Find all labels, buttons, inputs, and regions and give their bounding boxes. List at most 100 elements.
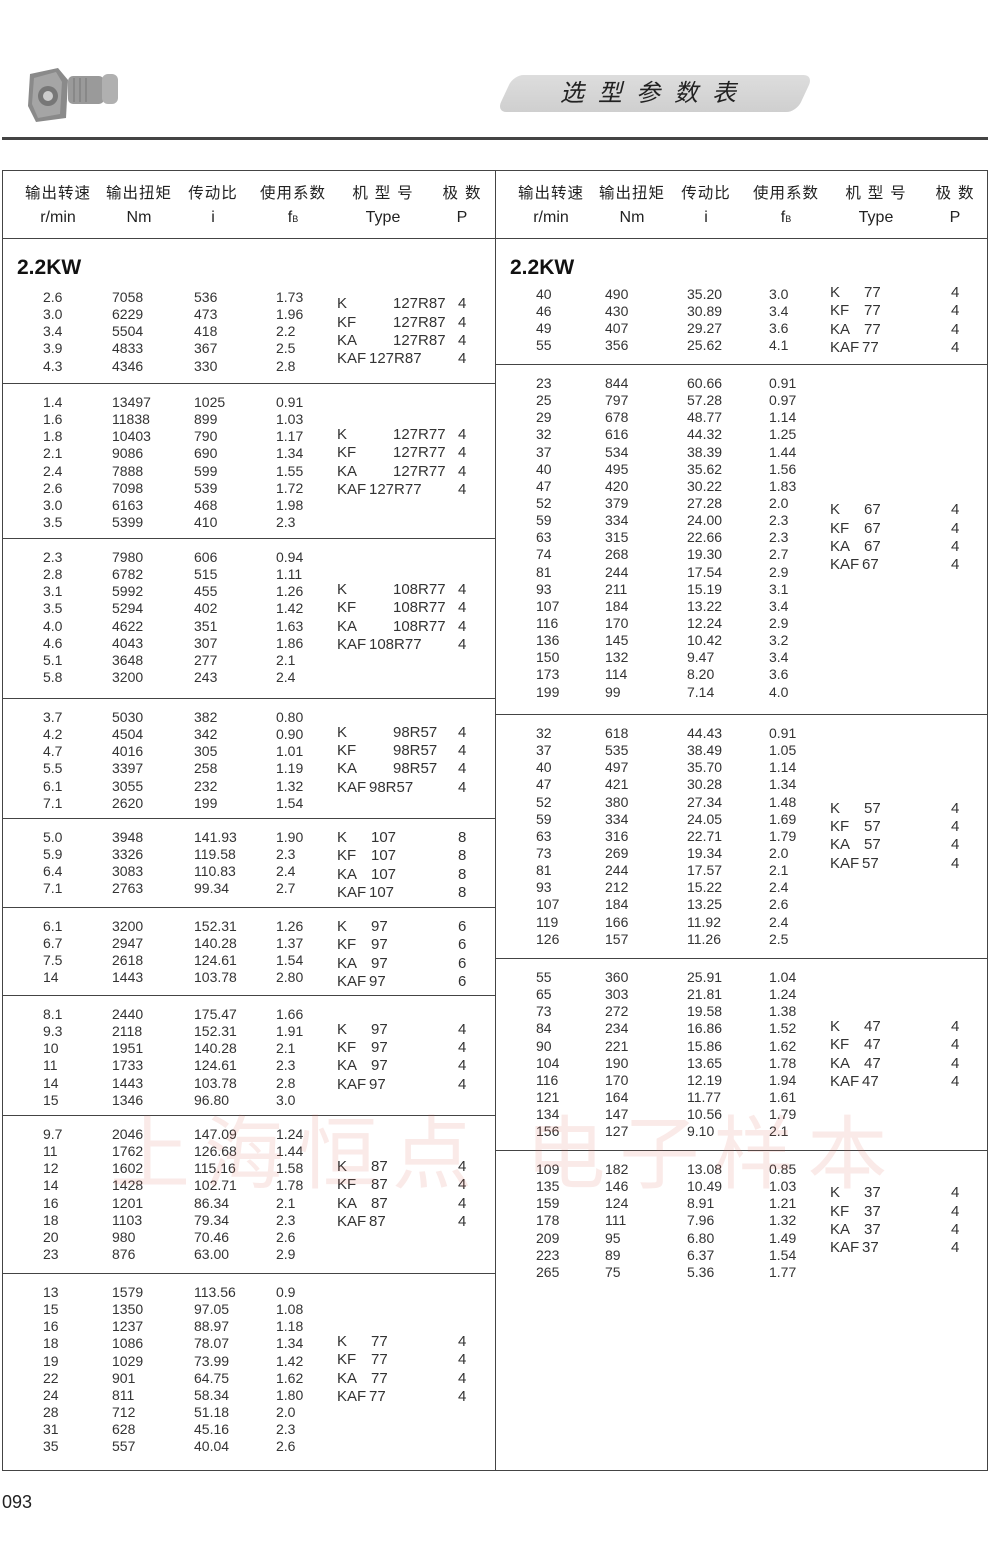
torque-cell: 272 xyxy=(605,1003,629,1020)
torque-cell: 111 xyxy=(605,1212,627,1229)
ratio-cell: 35.70 xyxy=(687,759,723,776)
type-model: 57 xyxy=(862,854,879,872)
type-prefix: KAF xyxy=(830,338,860,356)
table-row: 18 1086 78.07 1.34 xyxy=(3,1335,333,1352)
speed-cell: 2.1 xyxy=(43,445,63,462)
service-factor-cell: 1.80 xyxy=(276,1386,304,1403)
ratio-cell: 63.00 xyxy=(194,1245,230,1262)
type-prefix: KF xyxy=(337,847,357,865)
pole-count: 4 xyxy=(951,1073,960,1091)
torque-cell: 212 xyxy=(605,879,629,896)
torque-cell: 1762 xyxy=(112,1143,144,1160)
service-factor-cell: 2.3 xyxy=(769,512,789,529)
service-factor-cell: 1.26 xyxy=(276,583,304,600)
speed-cell: 29 xyxy=(536,409,552,426)
table-row: 2.3 7980 606 0.94 xyxy=(3,549,333,566)
speed-cell: 3.5 xyxy=(43,513,63,530)
table-row: 13 1579 113.56 0.9 xyxy=(3,1284,333,1301)
ratio-cell: 141.93 xyxy=(194,829,237,845)
service-factor-cell: 1.32 xyxy=(276,777,304,794)
column-header-en: i xyxy=(178,209,248,227)
ratio-cell: 103.78 xyxy=(194,969,237,986)
type-row: KA 107 8 xyxy=(3,866,495,884)
pole-count: 4 xyxy=(458,599,467,617)
model-group: 109 182 13.08 0.85 135 146 10.49 1.03 159 124 8.91… xyxy=(496,1151,987,1470)
data-rows: 13 1579 113.56 0.9 15 1350 97.05 1.08 16 1237 88.9… xyxy=(3,1284,333,1455)
ratio-cell: 38.49 xyxy=(687,742,723,759)
table-row: 2.1 9086 690 1.34 xyxy=(3,445,333,462)
data-rows: 109 182 13.08 0.85 135 146 10.49 1.03 159 124 8.91… xyxy=(496,1161,826,1281)
table-row: 1.4 13497 1025 0.91 xyxy=(3,394,333,411)
speed-cell: 47 xyxy=(536,477,552,494)
column-header-en: fB xyxy=(248,209,338,227)
type-prefix: KF xyxy=(830,519,850,537)
service-factor-cell: 1.44 xyxy=(769,443,797,460)
service-factor-cell: 1.83 xyxy=(769,477,797,494)
ratio-cell: 21.81 xyxy=(687,986,723,1003)
pole-count: 4 xyxy=(951,1054,960,1072)
ratio-cell: 6.80 xyxy=(687,1229,715,1246)
ratio-cell: 402 xyxy=(194,600,218,617)
ratio-cell: 277 xyxy=(194,651,218,668)
column-header-unit: i xyxy=(704,209,708,226)
torque-cell: 184 xyxy=(605,896,629,913)
service-factor-cell: 1.08 xyxy=(276,1301,304,1318)
type-row: KAF 107 8 xyxy=(3,884,495,902)
type-row: KAF 108R77 4 xyxy=(3,636,495,654)
type-row: K 127R87 4 xyxy=(3,295,495,313)
data-rows: 1.4 13497 1025 0.91 1.6 11838 899 1.03 1.8 10403 7… xyxy=(3,394,333,531)
type-row: KF 67 4 xyxy=(496,520,987,538)
power-label: 2.2KW xyxy=(17,256,82,279)
table-row: 40 497 35.70 1.14 xyxy=(496,759,826,776)
speed-cell: 2.6 xyxy=(43,479,63,496)
type-list: K 98R57 4 KF 98R57 4 KA 98R57 4 KAF 98R57 4 xyxy=(3,724,495,797)
type-model: 127R87 xyxy=(393,295,446,313)
speed-cell: 16 xyxy=(43,1318,59,1335)
torque-cell: 876 xyxy=(112,1245,136,1262)
type-row: KA 87 4 xyxy=(3,1195,495,1213)
table-row: 3.5 5399 410 2.3 xyxy=(3,514,333,531)
column-header-unit: r/min xyxy=(40,209,76,226)
table-row: 136 145 10.42 3.2 xyxy=(496,632,826,649)
pole-count: 4 xyxy=(951,854,960,872)
torque-cell: 114 xyxy=(605,666,628,683)
table-row: 93 211 15.19 3.1 xyxy=(496,581,826,598)
type-prefix: KAF xyxy=(337,1075,367,1093)
speed-cell: 16 xyxy=(43,1194,59,1211)
speed-cell: 12 xyxy=(43,1160,59,1177)
ratio-cell: 382 xyxy=(194,709,218,725)
speed-cell: 119 xyxy=(536,913,559,930)
type-prefix: KAF xyxy=(337,883,367,901)
table-row: 126 157 11.26 2.5 xyxy=(496,931,826,948)
type-prefix: K xyxy=(337,1020,348,1038)
type-prefix: KF xyxy=(337,742,357,760)
table-row: 159 124 8.91 1.21 xyxy=(496,1195,826,1212)
ratio-cell: 8.20 xyxy=(687,666,715,683)
type-row: KF 77 4 xyxy=(496,302,987,320)
type-list: K 77 4 KF 77 4 KA 77 4 KAF 77 4 xyxy=(496,284,987,357)
type-model: 98R57 xyxy=(393,742,438,760)
speed-cell: 107 xyxy=(536,896,560,913)
speed-cell: 35 xyxy=(43,1438,59,1455)
table-row: 7.1 2620 199 1.54 xyxy=(3,795,333,812)
service-factor-cell: 1.77 xyxy=(769,1263,797,1280)
type-prefix: KA xyxy=(830,1054,851,1072)
service-factor-cell: 1.55 xyxy=(276,462,304,479)
speed-cell: 209 xyxy=(536,1229,560,1246)
torque-cell: 2947 xyxy=(112,935,144,952)
type-list: K 77 4 KF 77 4 KA 77 4 KAF 77 4 xyxy=(3,1333,495,1406)
table-row: 121 164 11.77 1.61 xyxy=(496,1089,826,1106)
torque-cell: 495 xyxy=(605,460,629,477)
service-factor-cell: 1.17 xyxy=(276,428,304,445)
type-model: 67 xyxy=(862,556,879,574)
service-factor-cell: 1.11 xyxy=(276,566,303,583)
ratio-cell: 690 xyxy=(194,445,218,462)
service-factor-cell: 1.78 xyxy=(276,1177,304,1194)
type-row: KAF 77 4 xyxy=(496,339,987,357)
ratio-cell: 232 xyxy=(194,777,218,794)
service-factor-cell: 1.14 xyxy=(769,409,797,426)
table-row: 14 1443 103.78 2.8 xyxy=(3,1075,333,1092)
torque-cell: 1733 xyxy=(112,1057,144,1074)
data-rows: 5.0 3948 141.93 1.90 5.9 3326 119.58 2.3 6.4 3083… xyxy=(3,829,333,898)
type-prefix: KAF xyxy=(830,1239,860,1257)
